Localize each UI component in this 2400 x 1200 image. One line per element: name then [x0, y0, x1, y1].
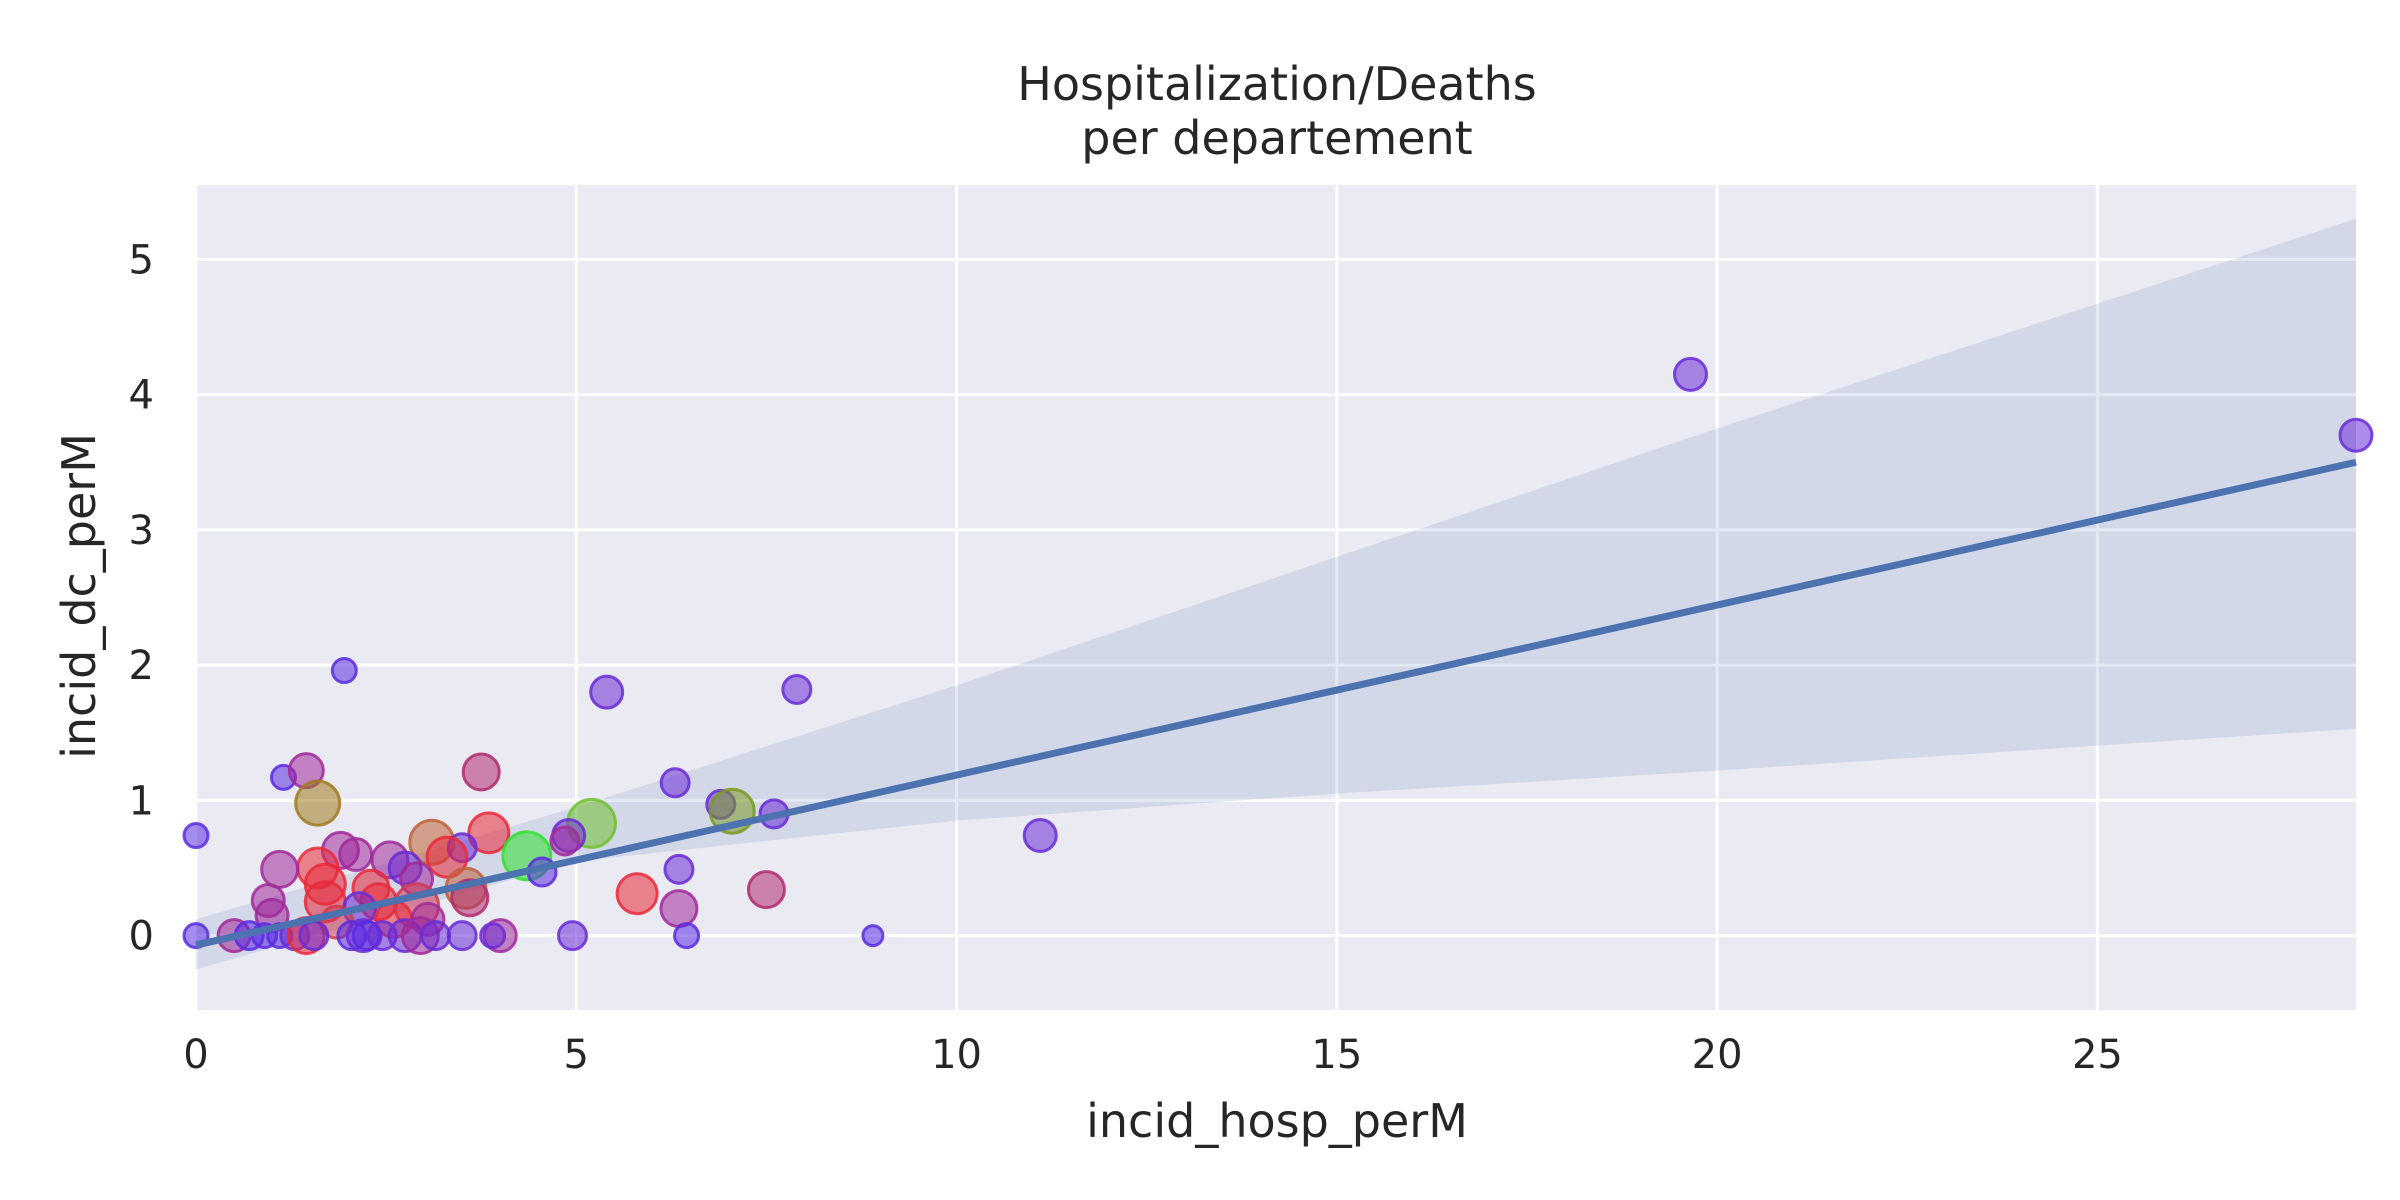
scatter-point: [298, 920, 330, 952]
scatter-point: [330, 657, 358, 685]
scatter-point: [549, 825, 581, 857]
scatter-point: [861, 924, 885, 948]
scatter-point: [1022, 818, 1058, 854]
data-points: [182, 356, 2374, 956]
x-tick-label: 15: [1311, 1032, 1362, 1078]
scatter-point: [425, 835, 469, 879]
scatter-point: [2338, 417, 2374, 453]
tick-labels: 0 5 10 15 20 25 0 1 2 3 4 5: [129, 237, 2123, 1078]
y-tick-label: 3: [129, 508, 154, 554]
y-tick-label: 4: [129, 373, 154, 419]
scatter-point: [446, 920, 478, 952]
scatter-point: [461, 752, 501, 792]
scatter-point: [260, 849, 300, 889]
scatter-point: [659, 889, 699, 929]
scatter-point: [467, 811, 511, 855]
scatter-point: [673, 922, 701, 950]
scatter-point: [1673, 356, 1709, 392]
chart-title-line-2: per departement: [1081, 111, 1472, 165]
scatter-point: [338, 836, 374, 872]
x-tick-label: 10: [931, 1032, 982, 1078]
scatter-point: [182, 822, 210, 850]
y-tick-label: 0: [129, 914, 154, 960]
scatter-point: [615, 872, 659, 916]
y-tick-label: 1: [129, 778, 154, 824]
y-tick-label: 5: [129, 237, 154, 283]
scatter-point: [294, 779, 342, 827]
regression-line: [195, 458, 2357, 949]
scatter-point: [746, 870, 786, 910]
x-tick-label: 5: [564, 1032, 589, 1078]
y-axis-label: incid_dc_perM: [52, 433, 106, 759]
scatter-point: [420, 920, 452, 952]
x-axis-label: incid_hosp_perM: [1086, 1094, 1468, 1148]
regression-line-group: [195, 458, 2357, 949]
y-tick-label: 2: [129, 643, 154, 689]
chart-title-line-1: Hospitalization/Deaths: [1017, 57, 1536, 111]
confidence-band-group: [196, 218, 2356, 970]
scatter-point: [663, 853, 695, 885]
x-tick-label: 0: [183, 1032, 208, 1078]
grid-lines: [194, 185, 2356, 1010]
scatter-point: [479, 922, 507, 950]
confidence-band: [196, 218, 2356, 970]
x-tick-label: 25: [2072, 1032, 2123, 1078]
x-tick-label: 20: [1692, 1032, 1743, 1078]
scatter-point: [781, 673, 813, 705]
scatter-point: [589, 674, 625, 710]
scatter-point: [659, 767, 691, 799]
scatter-point: [556, 920, 588, 952]
